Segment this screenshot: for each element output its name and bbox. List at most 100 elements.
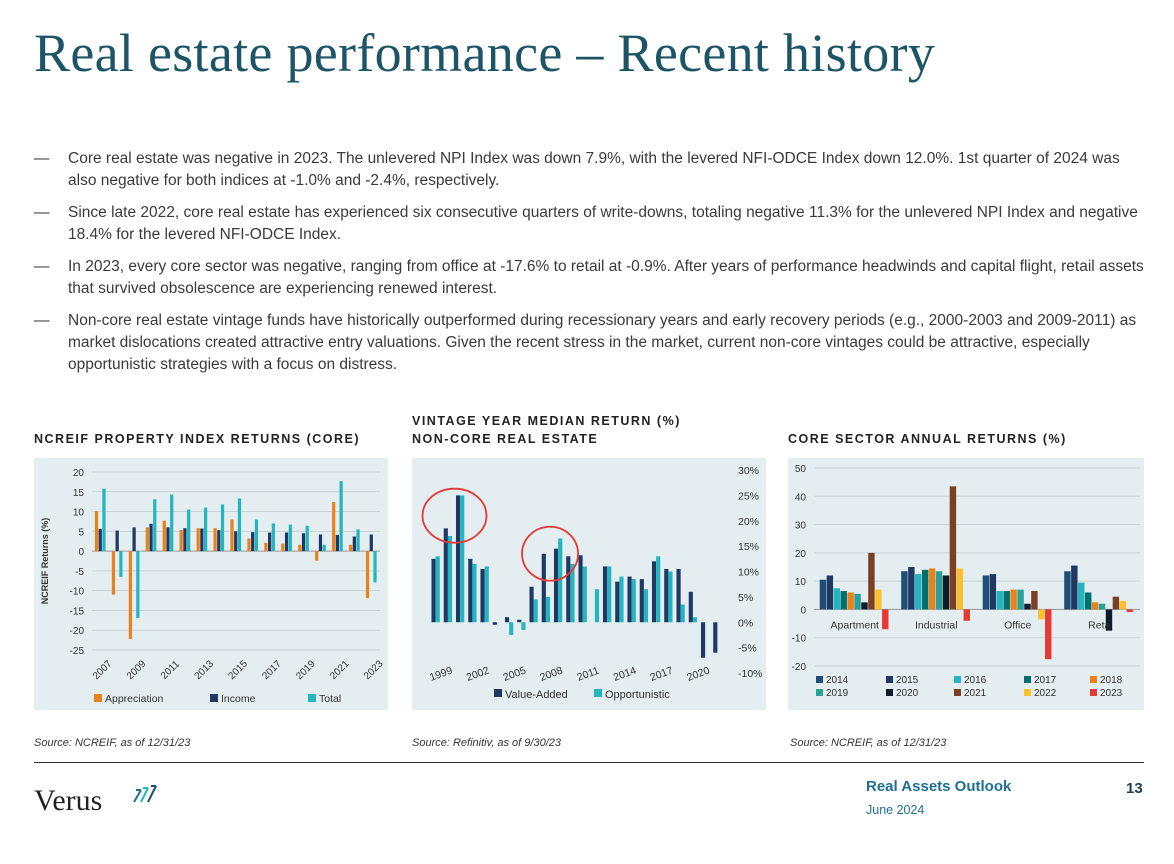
chart3-bar <box>942 575 950 610</box>
chart1-bar <box>271 523 275 552</box>
bullet-text: In 2023, every core sector was negative,… <box>68 258 1144 297</box>
chart3-legend-label: 2017 <box>1034 675 1057 686</box>
chart3-ytick-label: 0 <box>800 605 806 616</box>
chart2-bar <box>602 566 608 623</box>
chart3-legend-swatch <box>816 676 823 683</box>
chart2-highlight-circle <box>421 487 488 544</box>
chart1-bar <box>111 551 116 595</box>
chart1-bar <box>115 530 119 552</box>
chart1-bar <box>149 523 153 552</box>
page-number: 13 <box>1126 780 1143 797</box>
chart1-ytick-label: -10 <box>70 587 85 598</box>
chart2-ytick-label: -10% <box>738 668 763 680</box>
chart1-ytick-label: -15 <box>70 606 85 617</box>
chart2-bar <box>713 622 718 653</box>
chart3-bar <box>928 568 936 610</box>
chart3-bar <box>901 571 908 610</box>
chart1-bar <box>136 551 140 618</box>
chart1-bar <box>94 511 99 552</box>
chart1-ytick-label: -5 <box>75 567 84 578</box>
chart1-legend-swatch <box>94 694 102 702</box>
chart1-bar <box>128 551 132 639</box>
chart2-bar <box>545 596 551 623</box>
chart1-bar <box>247 538 251 552</box>
chart1-bar <box>237 498 242 552</box>
chart1-xtick-label: 2013 <box>193 658 217 682</box>
chart3-legend-swatch <box>954 676 961 683</box>
chart1-bar <box>119 551 123 577</box>
chart1-xtick-label: 2011 <box>159 658 182 681</box>
chart2-bar <box>656 556 661 623</box>
bullet-dash: — <box>34 258 50 275</box>
logo-arrows-icon <box>133 785 157 803</box>
chart1-xtick-label: 2009 <box>125 658 149 682</box>
chart1-bar <box>183 528 187 552</box>
chart2-bar <box>529 586 534 623</box>
chart2-bar <box>509 622 514 635</box>
chart3-bar <box>861 602 868 610</box>
chart2-bar <box>692 617 698 623</box>
ncreif-returns-chart: -25 -20 -15 -10 -5 0 5 10 15 20 NCREIF Returns (%)… <box>40 468 386 705</box>
chart2-bar <box>492 622 497 625</box>
bullet-item: — Since late 2022, core real estate has e… <box>34 202 1144 246</box>
chart2-bar <box>570 563 575 623</box>
chart2-title: VINTAGE YEAR MEDIAN RETURN (%) <box>412 414 681 428</box>
chart2-bar <box>627 576 632 623</box>
chart2-bar <box>553 548 559 623</box>
chart3-bar <box>1003 591 1010 610</box>
chart2-bar <box>680 604 685 623</box>
chart3-bar <box>1071 565 1078 610</box>
chart1-bar <box>170 494 174 552</box>
chart3-bar <box>1038 609 1045 620</box>
chart3-legend-label: 2022 <box>1034 688 1057 699</box>
chart3-bar <box>1105 609 1113 631</box>
chart1-bar <box>166 527 170 552</box>
chart3-bar <box>1126 609 1133 612</box>
chart1-bar <box>369 534 373 552</box>
chart1-legend-label: Appreciation <box>105 693 164 705</box>
chart2-bar <box>668 571 673 623</box>
chart2-ytick-label: 0% <box>738 617 753 629</box>
chart1-bar <box>332 502 336 552</box>
chart3-source: Source: NCREIF, as of 12/31/23 <box>790 737 947 749</box>
chart3-legend-swatch <box>816 689 823 696</box>
chart3-ytick-label: 10 <box>795 577 807 588</box>
footer-divider <box>34 762 1144 763</box>
chart1-bar <box>217 530 221 552</box>
chart2-xtick-label: 2005 <box>502 664 528 683</box>
chart1-yaxis-label: NCREIF Returns (%) <box>40 518 50 605</box>
chart2-bar <box>455 495 461 623</box>
chart1-ytick-label: -20 <box>70 626 85 637</box>
chart1-xtick-label: 2023 <box>362 658 386 682</box>
chart1-bar <box>281 543 285 552</box>
chart2-bar <box>517 619 522 623</box>
chart1-ytick-label: 5 <box>78 527 84 538</box>
chart1-bar <box>268 532 272 552</box>
chart3-bar <box>935 571 943 610</box>
chart3-bar <box>1091 602 1099 610</box>
chart2-ytick-label: -5% <box>738 643 757 655</box>
chart1-bar <box>220 504 225 552</box>
chart3-panel: -20 -10 0 10 20 30 40 50 Apartment Industrial Offi… <box>788 458 1144 710</box>
chart2-bar <box>472 563 477 623</box>
chart1-bar <box>251 532 255 552</box>
chart2-xtick-label: 2008 <box>538 664 564 683</box>
chart2-bar <box>651 561 657 623</box>
bullet-dash: — <box>34 312 50 329</box>
chart2-bar <box>578 555 583 623</box>
chart1-bar <box>230 519 234 552</box>
chart3-title: CORE SECTOR ANNUAL RETURNS (%) <box>788 432 1067 446</box>
chart3-category-label: Apartment <box>831 619 880 631</box>
chart3-bar <box>956 568 964 610</box>
chart1-bar <box>305 525 309 552</box>
chart3-bar <box>882 609 889 630</box>
chart1-bar <box>315 551 319 561</box>
chart2-xtick-label: 2002 <box>465 664 491 683</box>
chart3-bar <box>989 574 997 610</box>
report-date: June 2024 <box>866 803 925 817</box>
chart2-bar <box>443 528 448 623</box>
chart1-bar <box>288 524 292 552</box>
chart3-bar <box>833 588 840 610</box>
chart2-bar <box>643 589 649 623</box>
chart3-bar <box>1024 603 1031 610</box>
